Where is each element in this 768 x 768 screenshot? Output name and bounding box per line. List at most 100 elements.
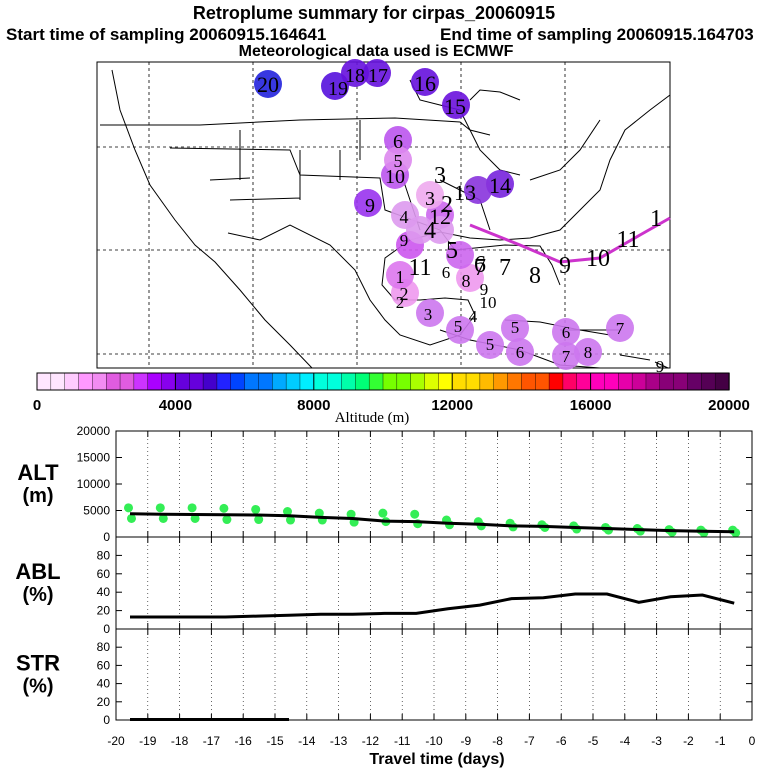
end-time: End time of sampling 20060915.164703 xyxy=(440,25,754,44)
colorbar-tick-label: 4000 xyxy=(159,397,192,414)
plume-marker xyxy=(363,59,391,87)
alt-scatter-point xyxy=(124,503,133,513)
colorbar-cell xyxy=(604,372,619,391)
colorbar-cell xyxy=(341,372,357,391)
map-day-label: 17 xyxy=(368,65,388,87)
plume-marker xyxy=(456,264,484,292)
x-tick-label: -19 xyxy=(139,734,157,748)
map-day-label: 13 xyxy=(454,180,476,205)
alt-scatter-point xyxy=(190,513,200,523)
plume-marker xyxy=(552,342,580,370)
map-day-label-small: 3 xyxy=(424,305,433,324)
alt-scatter-point xyxy=(286,515,295,525)
x-tick-label: -2 xyxy=(683,734,694,748)
colorbar-tick-label: 12000 xyxy=(431,397,473,414)
x-tick-label: -11 xyxy=(394,734,411,748)
x-tick-label: -10 xyxy=(425,734,443,748)
map-day-label-small: 10 xyxy=(480,293,497,312)
plume-marker xyxy=(476,331,504,359)
map-day-label: 3 xyxy=(425,188,435,210)
map-day-label-small: 4 xyxy=(469,307,478,326)
map-day-label: 9 xyxy=(365,195,375,217)
y-tick-label: 0 xyxy=(103,713,110,727)
plume-marker xyxy=(446,316,474,344)
map-trail-label: 4 xyxy=(424,218,436,244)
x-tick-label: -9 xyxy=(460,734,471,748)
alt-scatter-point xyxy=(219,503,229,513)
colorbar-cell xyxy=(202,372,218,391)
map-trail-label: 3 xyxy=(434,163,446,189)
colorbar-cell xyxy=(562,372,578,391)
map-trail-label: 6 xyxy=(474,252,486,278)
map-day-label-small: 6 xyxy=(562,323,571,342)
met-data: Meteorological data used is ECMWF xyxy=(238,43,514,60)
y-tick-label: 20000 xyxy=(77,424,111,438)
map-day-label-small: 9 xyxy=(480,280,489,299)
y-tick-label: 60 xyxy=(97,567,111,581)
map-day-label: 18 xyxy=(345,65,365,87)
map-trail-label: 10 xyxy=(586,246,610,272)
alt-scatter-point xyxy=(127,513,136,523)
map-day-label: 19 xyxy=(328,78,348,100)
x-tick-label: -3 xyxy=(651,734,662,748)
y-tick-label: 20 xyxy=(97,604,111,618)
start-time: Start time of sampling 20060915.164641 xyxy=(6,25,327,44)
x-tick-label: -8 xyxy=(492,734,503,748)
y-tick-label: 5000 xyxy=(83,504,110,518)
alt-scatter-point xyxy=(346,509,356,519)
colorbar-cell xyxy=(355,372,370,391)
map-day-label-small: 9 xyxy=(400,231,409,250)
colorbar-label: Altitude (m) xyxy=(335,410,410,426)
plume-marker xyxy=(552,318,580,346)
map-day-label: 11 xyxy=(408,255,431,281)
alt-scatter-point xyxy=(283,507,292,517)
map-day-label: 1 xyxy=(396,267,405,287)
colorbar-cell xyxy=(590,372,606,391)
y-tick-label: 20 xyxy=(97,695,111,709)
map-day-label-small: 2 xyxy=(396,293,405,312)
alt-scatter-point xyxy=(158,513,168,523)
x-tick-label: -4 xyxy=(619,734,630,748)
colorbar-cell xyxy=(673,372,689,391)
alt-scatter-point xyxy=(314,508,324,518)
plume-marker xyxy=(464,176,492,204)
alt-scatter-point xyxy=(410,509,420,519)
x-axis-label: Travel time (days) xyxy=(369,751,504,768)
y-tick-label: 40 xyxy=(97,585,111,599)
map-trail-label: 5 xyxy=(446,238,458,264)
colorbar-cell xyxy=(258,372,273,391)
plume-marker xyxy=(486,170,514,198)
map-trail-label: 8 xyxy=(529,263,541,289)
colorbar-cell xyxy=(78,372,94,391)
colorbar-cell xyxy=(175,372,190,391)
trajectory-path xyxy=(469,216,671,264)
plume-marker xyxy=(501,314,529,342)
plume-marker xyxy=(341,59,369,87)
colorbar-cell xyxy=(618,372,633,391)
panel-ylabel: (m) xyxy=(22,485,53,507)
y-tick-label: 0 xyxy=(103,530,110,544)
x-tick-label: -5 xyxy=(588,734,599,748)
map-day-label: 10 xyxy=(385,166,405,188)
colorbar-cell xyxy=(452,372,467,391)
plume-marker xyxy=(574,338,602,366)
colorbar-cell xyxy=(396,372,412,391)
map-day-label: 4 xyxy=(400,207,409,227)
colorbar-cell xyxy=(714,372,730,391)
y-tick-label: 80 xyxy=(97,548,111,562)
panel-alt: 0 5000 10000 15000 20000 ALT(m) xyxy=(17,424,753,544)
colorbar-cell xyxy=(368,372,384,391)
colorbar-tick-label: 8000 xyxy=(297,397,330,414)
colorbar-tick-label: 20000 xyxy=(708,397,750,414)
map-trail-label: 2 xyxy=(441,192,453,218)
map-day-label: 8 xyxy=(462,271,471,291)
map-day-label-small: 8 xyxy=(584,343,593,362)
abl-line xyxy=(130,592,735,619)
colorbar-cell xyxy=(92,372,107,391)
plume-marker xyxy=(254,70,282,98)
colorbar-cell xyxy=(313,372,329,391)
colorbar-cell xyxy=(382,372,398,391)
y-tick-label: 60 xyxy=(97,658,111,672)
colorbar-cell xyxy=(36,372,52,391)
plume-marker xyxy=(411,68,439,96)
